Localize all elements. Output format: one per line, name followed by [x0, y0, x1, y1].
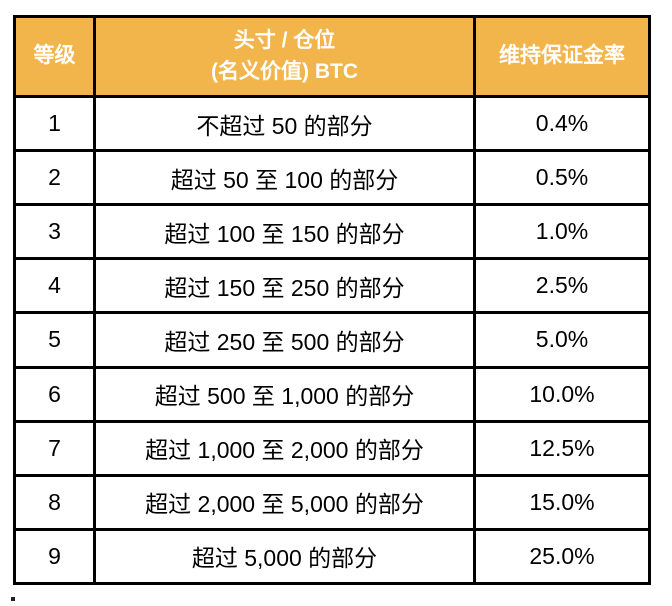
margin-rate-cell: 1.0% — [473, 203, 651, 261]
margin-rate-cell: 0.4% — [473, 94, 651, 153]
position-range-cell: 超过 500 至 1,000 的部分 — [93, 365, 476, 423]
tier-cell: 2 — [13, 149, 96, 207]
tier-cell: 8 — [13, 473, 96, 531]
table-row: 1 不超过 50 的部分 0.4% — [13, 94, 651, 153]
position-range-cell: 超过 150 至 250 的部分 — [93, 257, 476, 315]
tier-cell: 1 — [13, 94, 96, 153]
header-tier: 等级 — [13, 15, 96, 98]
tier-cell: 6 — [13, 365, 96, 423]
header-position: 头寸 / 仓位 (名义价值) BTC — [93, 15, 476, 98]
tier-cell: 5 — [13, 311, 96, 369]
table-body: 1 不超过 50 的部分 0.4% 2 超过 50 至 100 的部分 0.5% 3 超过 1… — [13, 94, 651, 586]
table-header: 等级 头寸 / 仓位 (名义价值) BTC 维持保证金率 — [13, 15, 651, 98]
tier-cell: 7 — [13, 419, 96, 477]
table-row: 9 超过 5,000 的部分 25.0% — [13, 527, 651, 586]
table-row: 6 超过 500 至 1,000 的部分 10.0% — [13, 365, 651, 423]
stray-period-mark — [11, 597, 15, 601]
header-rate-label: 维持保证金率 — [499, 44, 625, 68]
header-row: 等级 头寸 / 仓位 (名义价值) BTC 维持保证金率 — [13, 15, 651, 98]
margin-rate-cell: 10.0% — [473, 365, 651, 423]
position-range-cell: 超过 1,000 至 2,000 的部分 — [93, 419, 476, 477]
table-row: 2 超过 50 至 100 的部分 0.5% — [13, 149, 651, 207]
tier-cell: 3 — [13, 203, 96, 261]
margin-rate-cell: 12.5% — [473, 419, 651, 477]
margin-tier-table: 等级 头寸 / 仓位 (名义价值) BTC 维持保证金率 1 不超过 50 的部分… — [13, 15, 651, 586]
margin-rate-cell: 2.5% — [473, 257, 651, 315]
position-range-cell: 超过 250 至 500 的部分 — [93, 311, 476, 369]
margin-tier-table-wrap: 等级 头寸 / 仓位 (名义价值) BTC 维持保证金率 1 不超过 50 的部分… — [13, 15, 651, 586]
margin-rate-cell: 25.0% — [473, 527, 651, 586]
margin-rate-cell: 0.5% — [473, 149, 651, 207]
position-range-cell: 超过 2,000 至 5,000 的部分 — [93, 473, 476, 531]
position-range-cell: 超过 100 至 150 的部分 — [93, 203, 476, 261]
table-row: 3 超过 100 至 150 的部分 1.0% — [13, 203, 651, 261]
header-position-line2: (名义价值) BTC — [211, 59, 358, 83]
header-position-line1: 头寸 / 仓位 — [233, 29, 336, 53]
table-row: 4 超过 150 至 250 的部分 2.5% — [13, 257, 651, 315]
table-row: 8 超过 2,000 至 5,000 的部分 15.0% — [13, 473, 651, 531]
position-range-cell: 超过 5,000 的部分 — [93, 527, 476, 586]
header-maintenance-margin-rate: 维持保证金率 — [473, 15, 651, 98]
position-range-cell: 超过 50 至 100 的部分 — [93, 149, 476, 207]
position-range-cell: 不超过 50 的部分 — [93, 94, 476, 153]
table-row: 7 超过 1,000 至 2,000 的部分 12.5% — [13, 419, 651, 477]
header-tier-label: 等级 — [33, 44, 76, 68]
margin-rate-cell: 5.0% — [473, 311, 651, 369]
table-row: 5 超过 250 至 500 的部分 5.0% — [13, 311, 651, 369]
tier-cell: 4 — [13, 257, 96, 315]
tier-cell: 9 — [13, 527, 96, 586]
margin-rate-cell: 15.0% — [473, 473, 651, 531]
